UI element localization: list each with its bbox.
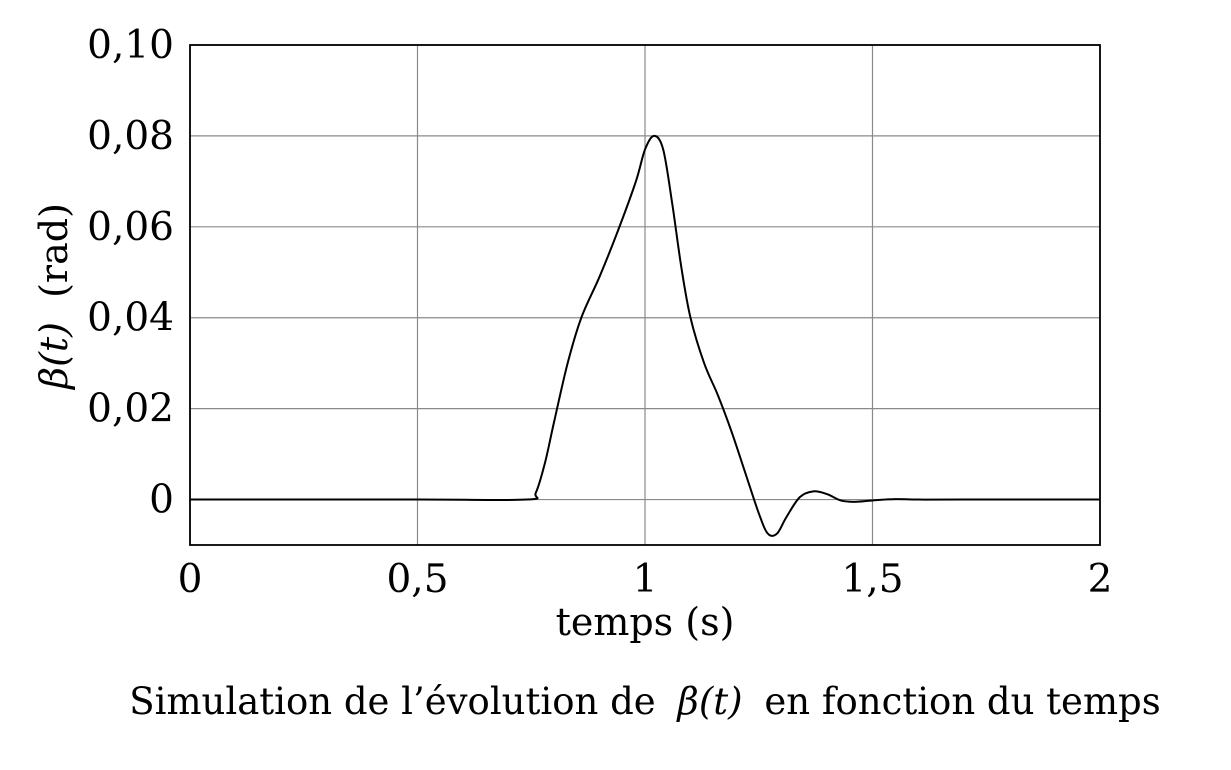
caption-prefix: Simulation de l’évolution de: [129, 680, 655, 723]
x-tick-label: 1: [633, 557, 658, 602]
x-tick-label: 2: [1088, 557, 1113, 602]
plot-frame: [189, 44, 1101, 546]
y-tick-label: 0,10: [87, 23, 174, 68]
caption-suffix: en fonction du temps: [764, 680, 1160, 723]
y-tick-labels: 0 0,02 0,04 0,06 0,08 0,10: [87, 23, 174, 523]
figure-caption: Simulation de l’évolution de β(t) en fon…: [129, 680, 1160, 723]
caption-symbol: β(t): [675, 680, 742, 723]
beta-series-line: [189, 134, 1100, 537]
x-axis-label: temps (s): [556, 600, 735, 644]
x-tick-labels: 0 0,5 1 1,5 2: [178, 557, 1113, 602]
y-tick-label: 0,08: [87, 114, 174, 159]
y-axis-label: β(t) (rad): [32, 203, 76, 391]
y-axis-label-symbol: β(t): [32, 322, 76, 391]
x-tick-label: 0,5: [386, 557, 448, 602]
x-tick-label: 1,5: [841, 557, 903, 602]
y-axis-label-unit: (rad): [32, 203, 76, 298]
y-tick-label: 0,04: [87, 296, 174, 341]
grid: [189, 44, 1101, 545]
y-tick-label: 0,06: [87, 205, 174, 250]
y-tick-label: 0: [149, 478, 174, 523]
y-tick-label: 0,02: [87, 387, 174, 432]
x-tick-label: 0: [178, 557, 203, 602]
